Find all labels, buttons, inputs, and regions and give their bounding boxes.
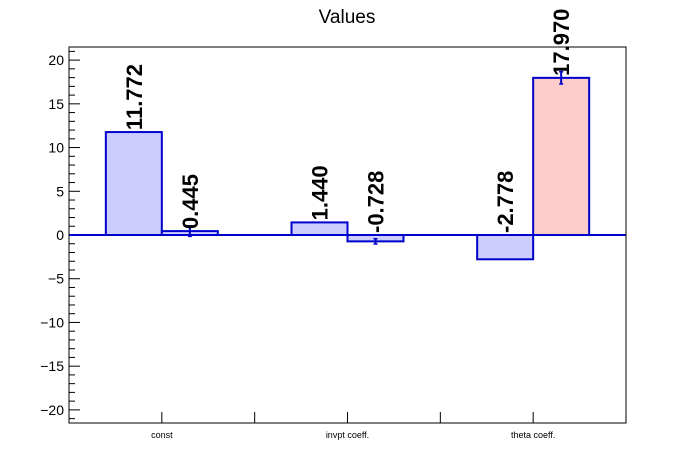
y-tick-label: −5 [48,271,64,287]
bar-value-label: 1.440 [308,165,333,220]
bar [532,76,591,236]
category-label: invpt coeff. [326,430,369,440]
bar [290,221,349,236]
bar-value-label: -2.778 [493,171,518,233]
chart-title: Values [319,7,376,28]
y-tick-label: 10 [48,140,64,156]
y-tick-label: 0 [56,227,64,243]
y-tick-label: 5 [56,183,64,199]
tick-layer: −20 −15 −10 −5 0 5 10 15 20 [40,50,534,423]
bar-value-label: 17.970 [549,9,574,76]
y-tick-label: −20 [40,402,64,418]
bar-value-label: -0.728 [364,171,389,233]
labels-layer: const invpt coeff. theta coeff. 11.772 0.445… [122,9,574,440]
bar [476,234,535,261]
bar-value-label: 0.445 [178,174,203,229]
y-tick-label: 20 [48,52,64,68]
plot-frame [68,46,627,424]
y-tick-label: −10 [40,314,64,330]
bar [104,131,163,237]
category-label: const [151,430,173,440]
category-label: theta coeff. [511,430,555,440]
bars-layer [69,70,626,261]
bar-value-label: 11.772 [122,64,147,130]
y-tick-label: −15 [40,358,64,374]
y-tick-label: 15 [48,96,64,112]
